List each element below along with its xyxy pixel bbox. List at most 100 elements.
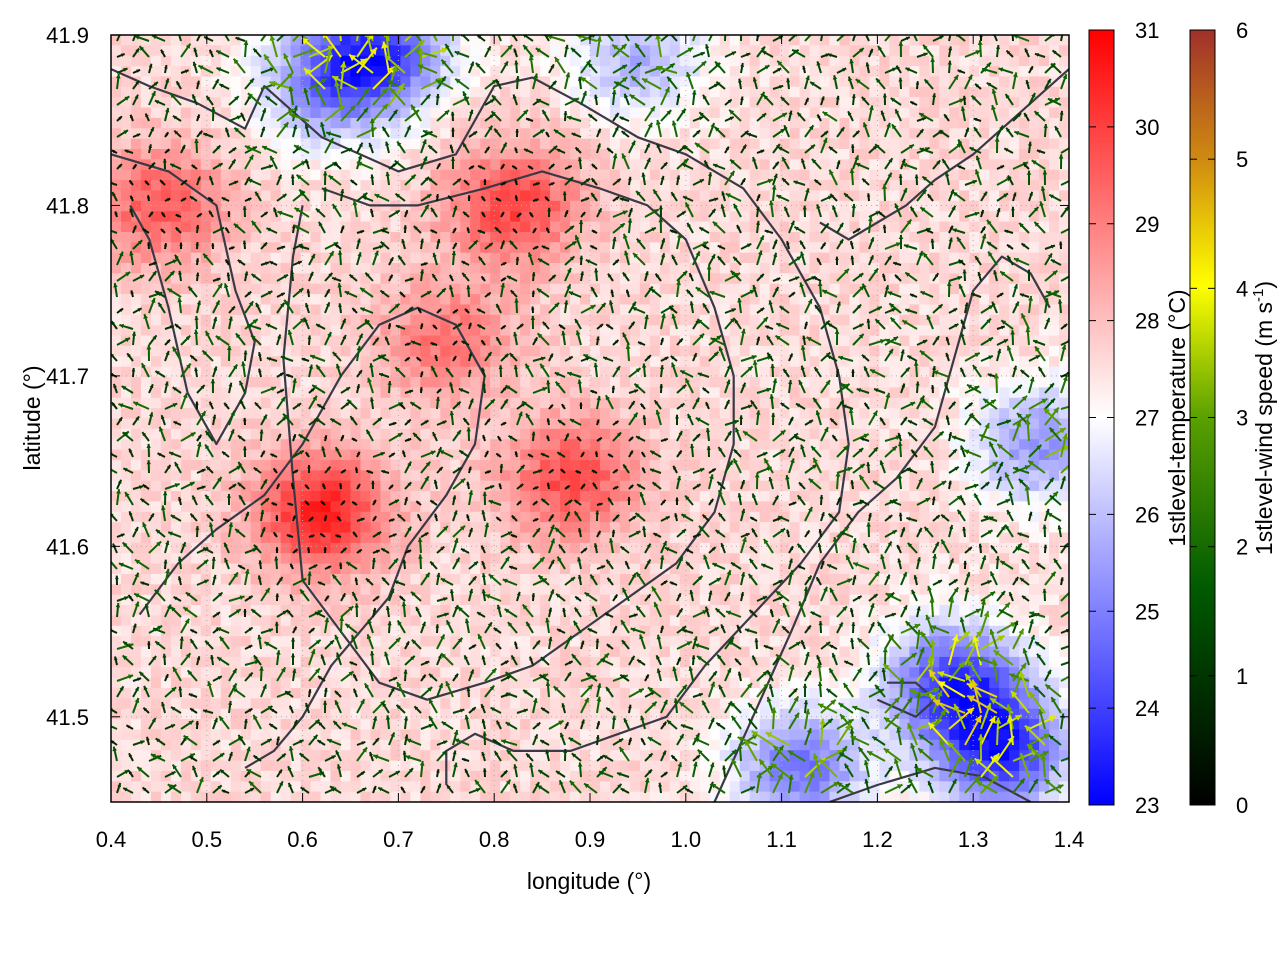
heatmap-cell xyxy=(380,169,392,181)
heatmap-cell xyxy=(1059,294,1069,306)
heatmap-cell xyxy=(1049,107,1060,119)
heatmap-cell xyxy=(829,325,841,337)
heatmap-cell xyxy=(200,138,212,150)
heatmap-cell xyxy=(919,159,930,171)
heatmap-cell xyxy=(729,532,741,544)
heatmap-cell xyxy=(869,107,880,119)
heatmap-cell xyxy=(759,35,771,46)
heatmap-cell xyxy=(919,242,930,254)
heatmap-cell xyxy=(530,138,541,150)
heatmap-cell xyxy=(530,169,541,181)
heatmap-cell xyxy=(410,418,421,430)
heatmap-cell xyxy=(759,397,771,409)
heatmap-cell xyxy=(460,501,471,513)
heatmap-cell xyxy=(789,35,801,46)
heatmap-cell xyxy=(390,428,401,440)
heatmap-cell xyxy=(629,273,641,285)
heatmap-cell xyxy=(629,283,641,295)
heatmap-cell xyxy=(520,211,531,223)
heatmap-cell xyxy=(949,459,960,471)
heatmap-cell xyxy=(580,252,591,264)
heatmap-cell xyxy=(709,366,721,378)
heatmap-cell xyxy=(1029,304,1040,316)
heatmap-cell xyxy=(530,66,541,78)
heatmap-cell xyxy=(729,542,741,554)
heatmap-cell xyxy=(689,366,701,378)
heatmap-cell xyxy=(380,117,392,129)
heatmap-cell xyxy=(829,159,841,171)
heatmap-cell xyxy=(979,76,990,88)
heatmap-cell xyxy=(929,138,940,150)
heatmap-cell xyxy=(480,428,491,440)
heatmap-cell xyxy=(599,55,611,67)
heatmap-cell xyxy=(370,159,382,171)
heatmap-cell xyxy=(939,55,950,67)
heatmap-cell xyxy=(789,304,801,316)
heatmap-cell xyxy=(580,480,591,492)
heatmap-cell xyxy=(510,522,521,534)
heatmap-cell xyxy=(480,190,491,202)
heatmap-cell xyxy=(590,149,601,160)
heatmap-cell xyxy=(410,449,421,461)
heatmap-cell xyxy=(1029,532,1040,544)
heatmap-cell xyxy=(200,45,212,57)
heatmap-cell xyxy=(480,522,491,534)
heatmap-cell xyxy=(939,252,950,264)
heatmap-cell xyxy=(819,397,831,409)
heatmap-cell xyxy=(440,563,451,575)
heatmap-cell xyxy=(370,283,382,295)
heatmap-cell xyxy=(360,273,372,285)
heatmap-cell xyxy=(909,387,920,399)
heatmap-cell xyxy=(150,511,162,523)
heatmap-cell xyxy=(869,273,880,285)
heatmap-cell xyxy=(789,107,801,119)
heatmap-cell xyxy=(520,345,531,357)
heatmap-cell xyxy=(310,304,322,316)
heatmap-cell xyxy=(160,231,172,243)
heatmap-cell xyxy=(699,128,711,140)
heatmap-cell xyxy=(759,263,771,274)
heatmap-cell xyxy=(1059,325,1069,337)
heatmap-cell xyxy=(769,522,781,534)
heatmap-cell xyxy=(1019,242,1030,254)
heatmap-cell xyxy=(240,117,252,129)
heatmap-cell xyxy=(550,221,561,233)
heatmap-cell xyxy=(779,449,791,461)
heatmap-cell xyxy=(959,480,970,492)
heatmap-cell xyxy=(550,107,561,119)
heatmap-cell xyxy=(480,159,491,171)
heatmap-cell xyxy=(380,325,392,337)
heatmap-cell xyxy=(729,242,741,254)
heatmap-cell xyxy=(899,55,910,67)
heatmap-cell xyxy=(859,169,871,181)
heatmap-cell xyxy=(360,501,372,513)
heatmap-cell xyxy=(899,138,910,150)
heatmap-cell xyxy=(180,491,192,503)
heatmap-cell xyxy=(749,408,761,420)
heatmap-cell xyxy=(989,149,1000,160)
heatmap-cell xyxy=(390,335,401,347)
heatmap-cell xyxy=(969,325,980,337)
heatmap-cell xyxy=(240,138,252,150)
heatmap-cell xyxy=(500,439,511,451)
heatmap-cell xyxy=(460,470,471,482)
heatmap-cell xyxy=(490,117,501,129)
heatmap-cell xyxy=(200,76,212,88)
heatmap-cell xyxy=(280,563,292,575)
heatmap-cell xyxy=(1039,283,1050,295)
heatmap-cell xyxy=(889,263,900,274)
heatmap-cell xyxy=(859,563,871,575)
heatmap-cell xyxy=(540,263,551,274)
heatmap-cell xyxy=(500,294,511,306)
heatmap-cell xyxy=(689,325,701,337)
heatmap-cell xyxy=(330,231,342,243)
heatmap-cell xyxy=(779,314,791,326)
heatmap-cell xyxy=(719,345,731,357)
heatmap-cell xyxy=(540,408,551,420)
heatmap-cell xyxy=(390,190,401,202)
heatmap-cell xyxy=(460,480,471,492)
heatmap-cell xyxy=(111,263,122,274)
heatmap-cell xyxy=(639,522,651,534)
heatmap-cell xyxy=(430,117,441,129)
heatmap-cell xyxy=(1019,263,1030,274)
